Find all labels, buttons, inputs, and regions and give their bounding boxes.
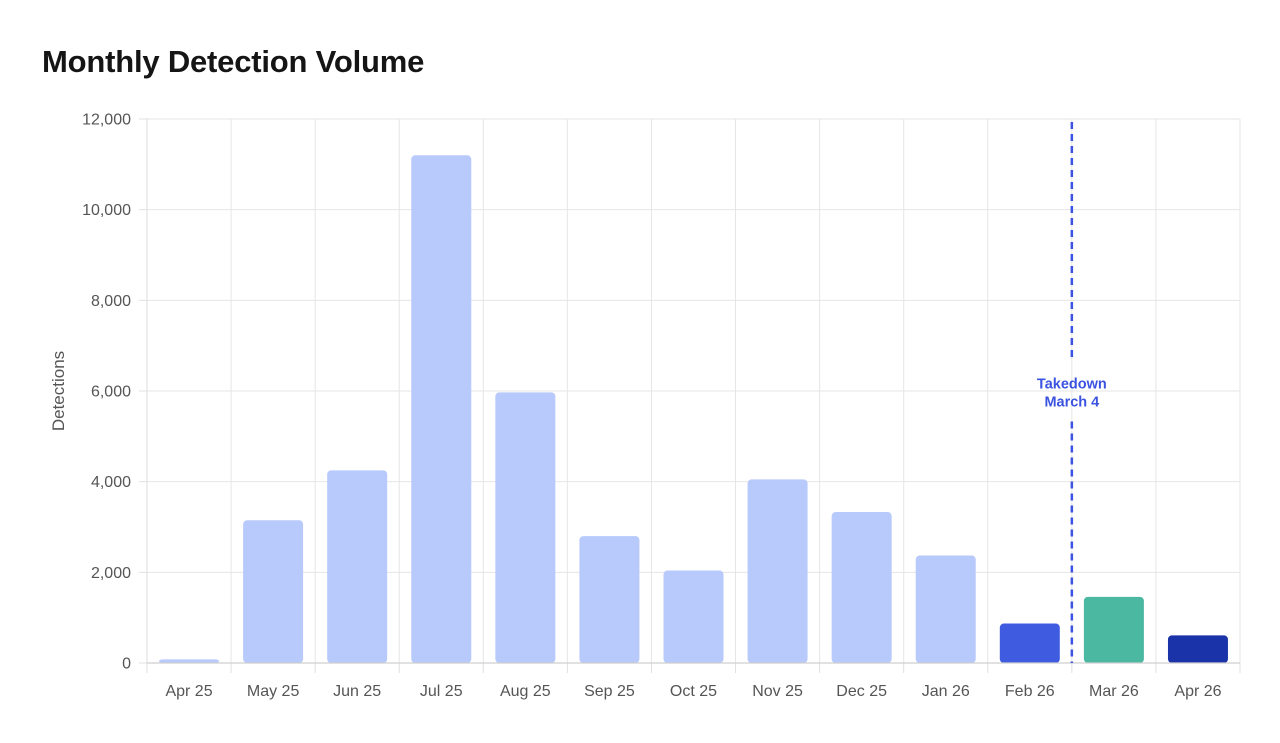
x-tick-label: Apr 25 bbox=[165, 683, 212, 700]
bar bbox=[1083, 596, 1144, 663]
takedown-annotation: Takedown March 4 bbox=[1037, 122, 1107, 663]
y-tick-label: 12,000 bbox=[82, 112, 131, 129]
bar bbox=[999, 623, 1060, 663]
x-tick-label: Jun 25 bbox=[333, 683, 381, 700]
x-tick-label: Jul 25 bbox=[420, 683, 463, 700]
y-tick-label: 0 bbox=[122, 656, 131, 673]
bar bbox=[243, 520, 304, 663]
bar bbox=[915, 555, 976, 663]
x-tick-label: Aug 25 bbox=[500, 683, 551, 700]
grid-lines bbox=[146, 118, 1241, 663]
bar bbox=[663, 570, 724, 663]
axes: 0 2,000 4,000 6,000 8,000 10,000 12,000 Apr 25 M… bbox=[82, 112, 1241, 700]
y-tick-label: 6,000 bbox=[91, 384, 131, 401]
x-tick-label: Apr 26 bbox=[1174, 683, 1221, 700]
y-axis-title: Detections bbox=[49, 351, 68, 431]
bar bbox=[159, 659, 220, 663]
bars bbox=[159, 155, 1228, 663]
x-tick-label: May 25 bbox=[247, 683, 300, 700]
takedown-label: March 4 bbox=[1044, 395, 1099, 411]
bar bbox=[579, 536, 640, 663]
bar bbox=[411, 155, 472, 663]
y-tick-label: 4,000 bbox=[91, 474, 131, 491]
x-tick-label: Nov 25 bbox=[752, 683, 803, 700]
bar bbox=[495, 392, 556, 663]
y-tick-label: 10,000 bbox=[82, 202, 131, 219]
x-tick-label: Oct 25 bbox=[670, 683, 717, 700]
x-tick-label: Feb 26 bbox=[1005, 683, 1055, 700]
bar bbox=[747, 479, 808, 663]
x-tick-label: Mar 26 bbox=[1089, 683, 1139, 700]
y-tick-label: 8,000 bbox=[91, 293, 131, 310]
x-tick-label: Dec 25 bbox=[836, 683, 887, 700]
x-tick-label: Jan 26 bbox=[922, 683, 970, 700]
chart-title: Monthly Detection Volume bbox=[42, 44, 425, 79]
x-tick-label: Sep 25 bbox=[584, 683, 635, 700]
y-tick-label: 2,000 bbox=[91, 565, 131, 582]
bar bbox=[831, 512, 892, 663]
bar bbox=[1167, 635, 1228, 663]
bar bbox=[327, 470, 388, 663]
takedown-label: Takedown bbox=[1037, 377, 1107, 393]
